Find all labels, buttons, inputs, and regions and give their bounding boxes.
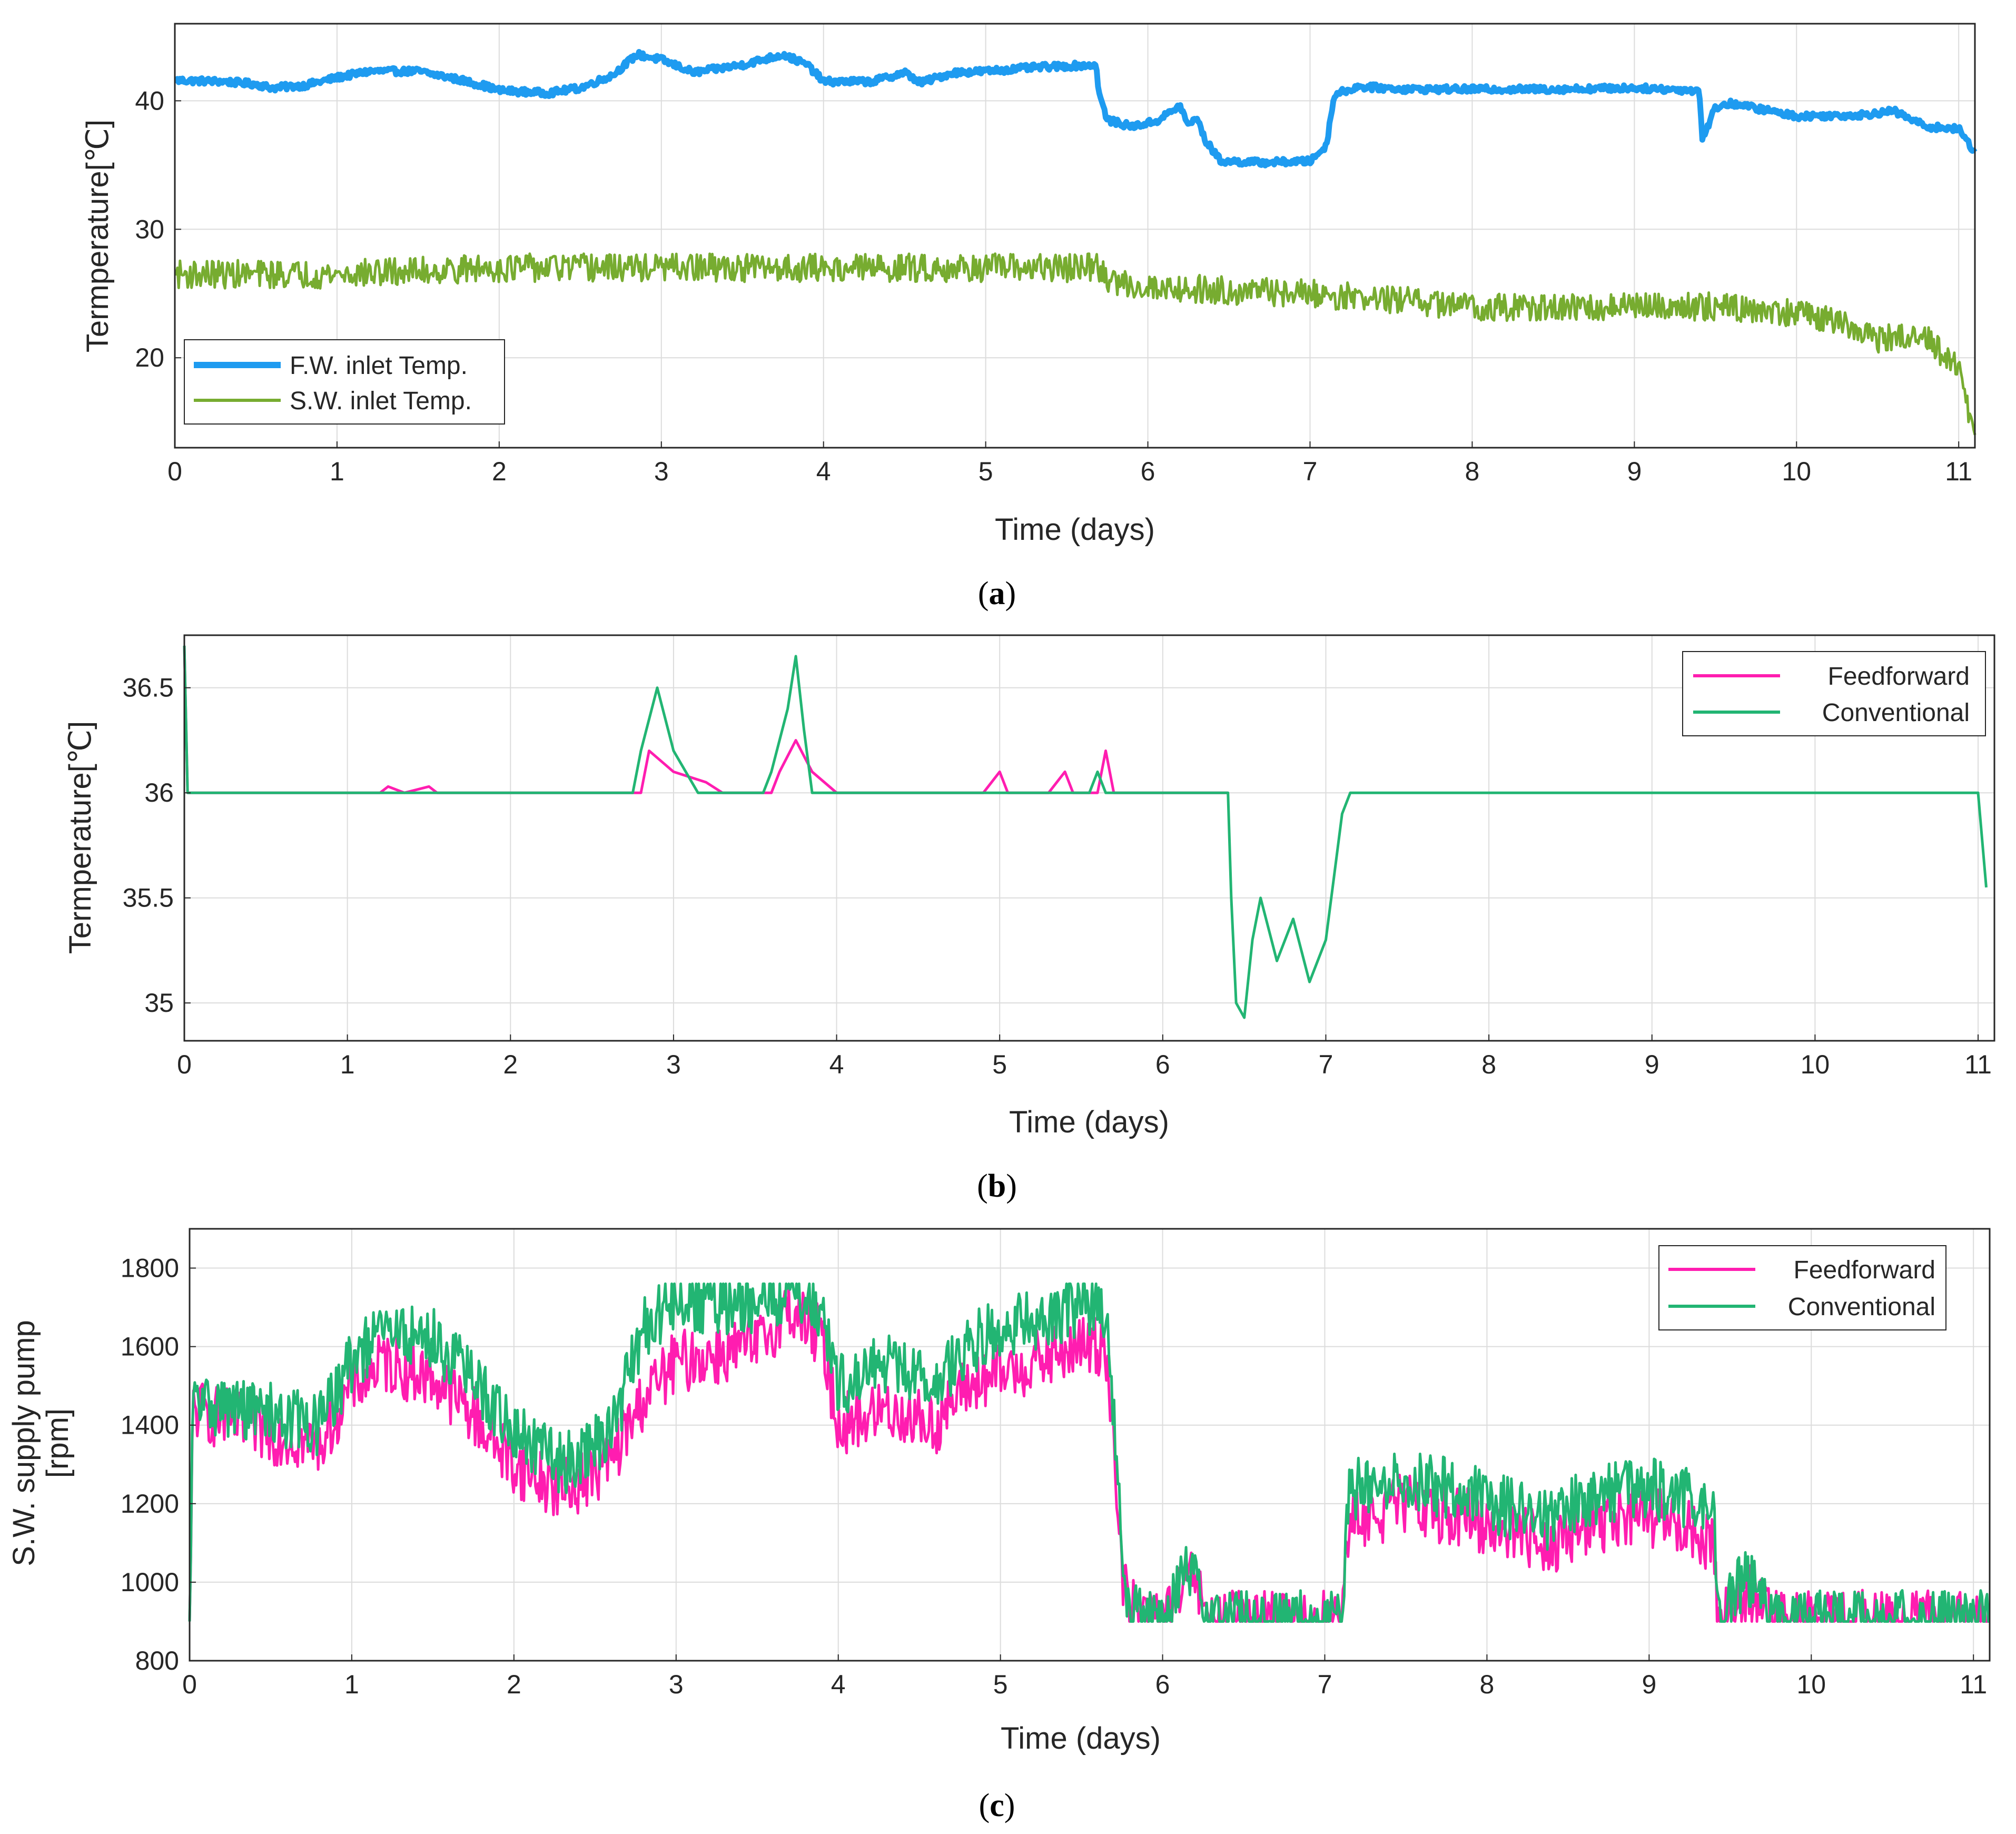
series-line-conventional — [188, 1282, 1990, 1623]
x-tick-label: 0 — [167, 457, 182, 486]
legend-label-conventional-c: Conventional — [1788, 1293, 1935, 1321]
x-tick-label: 6 — [1155, 1670, 1170, 1699]
legend-label-sw: S.W. inlet Temp. — [290, 387, 472, 415]
legend-b: Feedforward Conventional — [1682, 651, 1986, 736]
panel-c: 0 1 2 3 4 5 6 7 8 9 10 11 800 1000 1200 1400 1600 1800 T… — [7, 1228, 1991, 1823]
x-axis-label-b: Time (days) — [1009, 1105, 1169, 1139]
y-axis-label-b: Termperature[℃] — [63, 721, 97, 954]
x-tick-label: 5 — [992, 1050, 1007, 1079]
y-axis-label-a: Termperature[℃] — [81, 120, 115, 352]
x-axis-label-a: Time (days) — [995, 512, 1155, 547]
x-tick-label: 8 — [1480, 1670, 1495, 1699]
legend-box-a — [184, 339, 505, 425]
x-tick-label: 10 — [1796, 1670, 1826, 1699]
x-tick-label: 2 — [507, 1670, 521, 1699]
legend-label-fw: F.W. inlet Temp. — [290, 352, 468, 380]
legend-box-b — [1682, 651, 1986, 736]
x-tick-label: 9 — [1627, 457, 1642, 486]
caption-c-letter: c — [990, 1788, 1004, 1823]
series-line-feedforward — [183, 645, 1228, 794]
y-tick-label: 30 — [135, 214, 164, 244]
x-tick-label: 6 — [1155, 1050, 1170, 1079]
axes-box-a — [174, 23, 1976, 449]
x-tick-label: 9 — [1642, 1670, 1656, 1699]
panel-a: 0 1 2 3 4 5 6 7 8 9 10 11 20 30 40 Time (days) Termpe… — [81, 23, 1978, 612]
series-line-s-w-inlet-temp — [174, 252, 1977, 436]
axes-box-b — [183, 634, 1995, 1042]
caption-c: (c) — [979, 1788, 1015, 1823]
y-tick-label: 1200 — [121, 1489, 179, 1519]
x-tick-label: 6 — [1141, 457, 1155, 486]
x-ticks-c: 0 1 2 3 4 5 6 7 8 9 10 11 — [182, 1654, 1987, 1699]
x-tick-label: 10 — [1801, 1050, 1830, 1079]
x-tick-label: 7 — [1318, 1670, 1332, 1699]
y-tick-label: 1400 — [121, 1411, 179, 1440]
series-line-feedforward — [188, 1285, 1990, 1623]
x-tick-label: 11 — [1960, 1670, 1987, 1699]
y-tick-label: 36.5 — [123, 673, 174, 703]
x-tick-label: 1 — [340, 1050, 355, 1079]
series-b — [183, 645, 1988, 1019]
x-tick-label: 4 — [816, 457, 831, 486]
x-tick-label: 5 — [979, 457, 993, 486]
x-tick-label: 1 — [344, 1670, 359, 1699]
caption-a: (a) — [978, 576, 1016, 612]
series-a — [173, 49, 1978, 436]
x-tick-label: 11 — [1945, 457, 1972, 486]
x-ticks-b: 0 1 2 3 4 5 6 7 8 9 10 11 — [177, 1034, 1992, 1079]
x-tick-label: 1 — [330, 457, 344, 486]
x-tick-label: 0 — [182, 1670, 197, 1699]
y-tick-label: 36 — [144, 778, 174, 807]
caption-b-letter: b — [988, 1168, 1006, 1204]
y-axis-label-c-line1: S.W. supply pump — [7, 1320, 41, 1566]
y-tick-label: 1600 — [121, 1332, 179, 1362]
y-ticks-c: 800 1000 1200 1400 1600 1800 — [121, 1254, 196, 1675]
x-tick-label: 10 — [1782, 457, 1811, 486]
y-ticks-a: 20 30 40 — [135, 86, 181, 372]
legend-a: F.W. inlet Temp. S.W. inlet Temp. — [184, 339, 505, 425]
x-tick-label: 8 — [1481, 1050, 1496, 1079]
x-axis-label-c: Time (days) — [1001, 1721, 1161, 1756]
legend-label-feedforward-c: Feedforward — [1794, 1256, 1935, 1284]
x-tick-label: 3 — [654, 457, 669, 486]
y-tick-label: 40 — [135, 86, 164, 115]
series-line-f-w-inlet-temp — [173, 49, 1978, 169]
y-tick-label: 35.5 — [123, 883, 174, 913]
x-tick-label: 7 — [1319, 1050, 1333, 1079]
y-tick-label: 20 — [135, 343, 164, 372]
x-tick-label: 4 — [829, 1050, 844, 1079]
x-tick-label: 4 — [831, 1670, 846, 1699]
legend-c: Feedforward Conventional — [1658, 1245, 1946, 1330]
caption-b: (b) — [977, 1168, 1017, 1204]
x-tick-label: 2 — [503, 1050, 518, 1079]
x-tick-label: 3 — [666, 1050, 681, 1079]
series-c — [188, 1282, 1990, 1623]
y-axis-label-c: S.W. supply pump [rpm] — [7, 1320, 75, 1566]
axes-box-c — [189, 1228, 1991, 1662]
x-tick-label: 9 — [1645, 1050, 1659, 1079]
y-ticks-b: 35 35.5 36 36.5 — [123, 673, 191, 1018]
x-tick-label: 8 — [1465, 457, 1480, 486]
x-tick-label: 11 — [1964, 1050, 1992, 1079]
legend-label-feedforward-b: Feedforward — [1828, 663, 1970, 691]
y-tick-label: 1800 — [121, 1254, 179, 1283]
x-tick-label: 0 — [177, 1050, 192, 1079]
x-tick-label: 2 — [492, 457, 507, 486]
x-tick-label: 3 — [669, 1670, 684, 1699]
legend-label-conventional-b: Conventional — [1822, 699, 1970, 727]
y-axis-label-c-line2: [rpm] — [41, 1408, 75, 1478]
y-tick-label: 1000 — [121, 1567, 179, 1597]
grid-a — [174, 24, 1975, 448]
y-tick-label: 35 — [144, 988, 174, 1018]
legend-box-c — [1658, 1245, 1946, 1330]
x-ticks-a: 0 1 2 3 4 5 6 7 8 9 10 11 — [167, 441, 1972, 486]
x-tick-label: 5 — [993, 1670, 1008, 1699]
x-tick-label: 7 — [1303, 457, 1318, 486]
caption-a-letter: a — [989, 576, 1005, 612]
series-line-conventional — [183, 645, 1988, 1019]
y-tick-label: 800 — [135, 1646, 179, 1675]
